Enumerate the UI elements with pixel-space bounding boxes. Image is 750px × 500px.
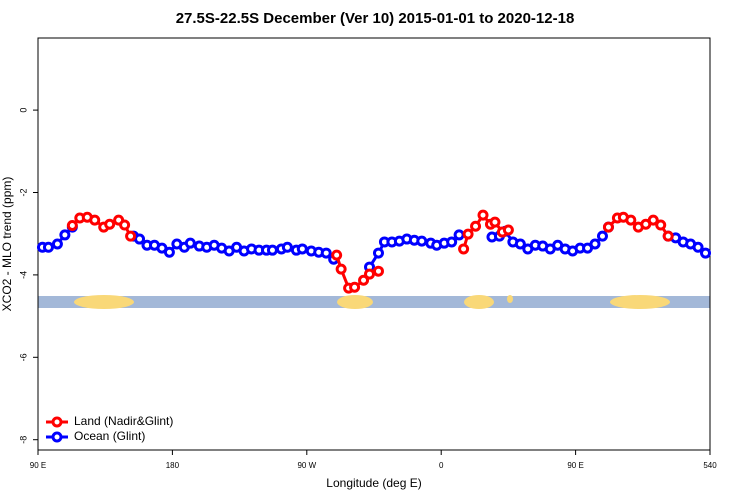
data-point [625,214,637,226]
x-tick-label: 180 [166,461,180,470]
data-point [662,230,674,242]
ocean-strip [38,296,710,308]
data-point [372,247,384,259]
legend-label: Ocean (Glint) [74,429,145,443]
land-patch [337,295,373,309]
x-tick-label: 90 W [297,461,316,470]
data-point [502,224,514,236]
y-tick-label: 0 [18,108,28,113]
data-point [349,281,361,293]
data-point [453,229,465,241]
data-point [59,229,71,241]
data-point [446,236,458,248]
data-point [596,230,608,242]
data-point [104,218,116,230]
data-point [125,230,137,242]
data-point [692,241,704,253]
y-tick-label: -2 [18,188,28,196]
land-patch [464,295,494,309]
data-point [470,220,482,232]
y-tick-label: -4 [18,271,28,279]
land-patch [610,295,670,309]
chart-title: 27.5S-22.5S December (Ver 10) 2015-01-01… [176,10,575,27]
data-point [89,214,101,226]
data-point [266,244,278,256]
data-point [458,243,470,255]
data-point [358,274,370,286]
y-axis-label: XCO2 - MLO trend (ppm) [0,177,14,312]
y-tick-label: -6 [18,353,28,361]
data-point [602,221,614,233]
data-point [416,235,428,247]
x-tick-label: 90 E [30,461,46,470]
data-point [119,219,131,231]
data-point [281,241,293,253]
data-point [489,216,501,228]
data-point [514,238,526,250]
data-point [462,228,474,240]
data-point [296,243,308,255]
y-tick-label: -8 [18,436,28,444]
data-point [700,247,712,259]
x-axis-label: Longitude (deg E) [326,476,421,490]
data-point [66,219,78,231]
land-patch [74,295,134,309]
data-point [184,237,196,249]
x-tick-label: 540 [703,461,717,470]
data-point [134,233,146,245]
land-patch [507,295,513,303]
data-point [372,265,384,277]
data-point [477,209,489,221]
data-point [589,238,601,250]
data-point [647,214,659,226]
legend-marker [51,431,63,443]
x-tick-label: 90 E [567,461,583,470]
data-point [42,241,54,253]
land-mask [38,295,710,309]
data-point [331,249,343,261]
data-point [364,268,376,280]
x-tick-label: 0 [439,461,444,470]
legend-label: Land (Nadir&Glint) [74,414,173,428]
data-point [320,247,332,259]
data-point [655,219,667,231]
legend-marker [51,416,63,428]
data-point [163,246,175,258]
data-point [51,238,63,250]
data-point [335,263,347,275]
plot-frame [37,37,711,451]
